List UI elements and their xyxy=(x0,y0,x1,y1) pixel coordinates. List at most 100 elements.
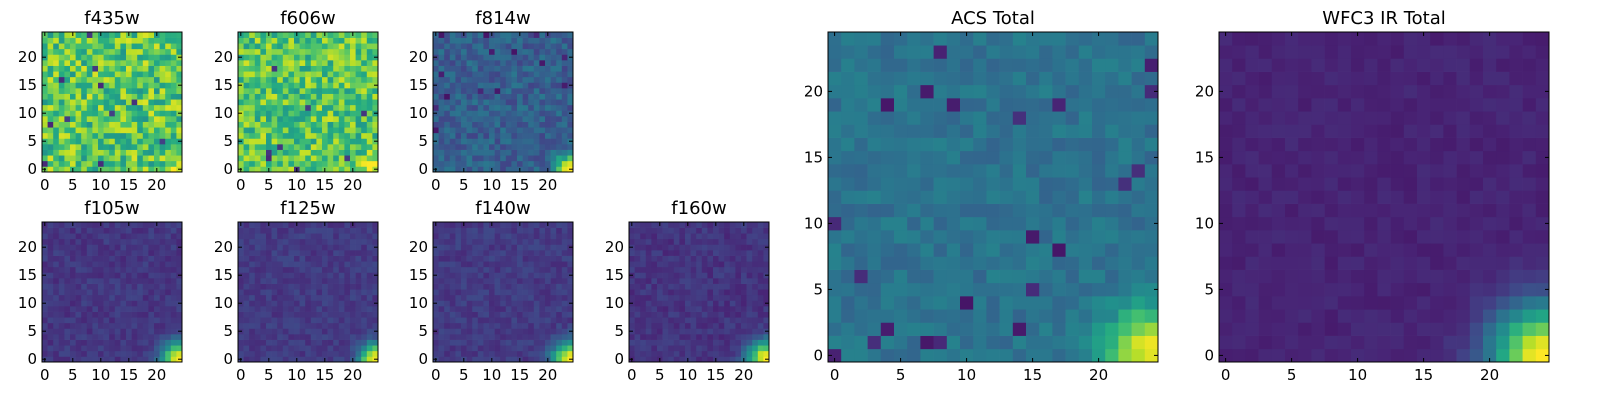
heatmap-cell xyxy=(828,256,842,270)
heatmap-cell xyxy=(344,82,351,89)
heatmap-cell xyxy=(120,166,127,173)
heatmap-cell xyxy=(148,300,155,307)
heatmap-cell xyxy=(517,322,523,329)
heatmap-cell xyxy=(42,48,48,55)
heatmap-cell xyxy=(973,243,987,257)
heatmap-cell xyxy=(282,60,289,66)
heatmap-cell xyxy=(142,350,149,357)
heatmap-cell xyxy=(752,322,759,329)
heatmap-cell xyxy=(282,121,289,128)
heatmap-cell xyxy=(109,166,116,173)
heatmap-cell xyxy=(741,283,747,290)
heatmap-cell xyxy=(288,283,295,290)
heatmap-cell xyxy=(322,71,328,78)
heatmap-cell xyxy=(556,127,563,134)
heatmap-cell xyxy=(867,230,882,244)
heatmap-cell xyxy=(81,317,88,324)
heatmap-cell xyxy=(946,256,961,270)
heatmap-cell xyxy=(477,222,484,228)
heatmap-cell xyxy=(867,348,882,363)
heatmap-cell xyxy=(539,43,546,50)
heatmap-cell xyxy=(1118,282,1132,297)
heatmap-cell xyxy=(366,272,373,279)
heatmap-cell xyxy=(561,334,568,340)
heatmap-cell xyxy=(1039,309,1053,323)
heatmap-cell xyxy=(305,104,312,111)
heatmap-cell xyxy=(316,110,323,117)
heatmap-cell xyxy=(466,149,473,156)
heatmap-cell xyxy=(372,71,379,78)
heatmap-cell xyxy=(550,121,557,128)
heatmap-cell xyxy=(53,261,60,268)
heatmap-cell xyxy=(461,306,467,312)
heatmap-cell xyxy=(438,244,445,251)
heatmap-cell xyxy=(109,65,116,72)
heatmap-cell xyxy=(159,93,166,100)
heatmap-cell xyxy=(159,82,166,89)
heatmap-cell xyxy=(690,283,697,290)
heatmap-cell xyxy=(556,227,563,234)
heatmap-cell xyxy=(489,155,495,162)
heatmap-cell xyxy=(154,289,160,296)
heatmap-cell xyxy=(137,110,144,117)
heatmap-cell xyxy=(137,155,144,162)
heatmap-cell xyxy=(1078,256,1093,270)
heatmap-cell xyxy=(511,233,518,240)
heatmap-cell xyxy=(1078,216,1093,231)
heatmap-cell xyxy=(350,43,356,50)
heatmap-cell xyxy=(444,317,451,324)
heatmap-cell xyxy=(946,190,961,204)
heatmap-cell xyxy=(42,339,48,346)
heatmap-cell xyxy=(361,317,368,324)
heatmap-cell xyxy=(634,289,641,296)
heatmap-cell xyxy=(310,104,317,111)
heatmap-cell xyxy=(137,317,144,324)
heatmap-cell xyxy=(556,32,563,38)
heatmap-cell xyxy=(53,138,60,145)
heatmap-cell xyxy=(361,104,368,111)
heatmap-cell xyxy=(355,166,362,173)
heatmap-cell xyxy=(372,238,379,245)
heatmap-cell xyxy=(355,255,362,262)
heatmap-cell xyxy=(58,104,65,111)
heatmap-cell xyxy=(489,127,495,134)
heatmap-cell xyxy=(763,289,770,296)
heatmap-cell xyxy=(344,127,351,134)
heatmap-cell xyxy=(477,60,484,66)
heatmap-cell xyxy=(299,93,306,100)
heatmap-cell xyxy=(243,289,250,296)
heatmap-cell xyxy=(333,93,340,100)
heatmap-cell xyxy=(696,283,703,290)
heatmap-cell xyxy=(444,311,451,318)
heatmap-cell xyxy=(148,88,155,94)
chart-title: f125w xyxy=(280,198,335,219)
heatmap-cell xyxy=(249,227,256,234)
heatmap-cell xyxy=(266,283,272,290)
heatmap-cell xyxy=(550,132,557,139)
heatmap-cell xyxy=(170,82,177,89)
heatmap-cell xyxy=(433,104,439,111)
heatmap-cell xyxy=(449,266,456,273)
heatmap-cell xyxy=(449,65,456,72)
heatmap-cell xyxy=(920,269,934,284)
heatmap-cell xyxy=(305,294,312,301)
heatmap-cell xyxy=(433,116,439,122)
heatmap-cell xyxy=(148,132,155,139)
heatmap-cell xyxy=(841,282,855,297)
heatmap-cell xyxy=(494,37,501,44)
heatmap-cell xyxy=(483,250,490,256)
heatmap-cell xyxy=(243,144,250,150)
heatmap-cell xyxy=(170,328,177,335)
heatmap-cell xyxy=(243,132,250,139)
heatmap-cell xyxy=(746,278,753,284)
heatmap-cell xyxy=(86,54,93,61)
heatmap-cell xyxy=(53,88,60,94)
heatmap-cell xyxy=(361,328,368,335)
heatmap-cell xyxy=(355,266,362,273)
heatmap-cell xyxy=(556,261,563,268)
heatmap-cell xyxy=(685,283,691,290)
heatmap-cell xyxy=(461,43,467,50)
heatmap-cell xyxy=(53,255,60,262)
heatmap-cell xyxy=(517,261,523,268)
heatmap-cell xyxy=(477,104,484,111)
